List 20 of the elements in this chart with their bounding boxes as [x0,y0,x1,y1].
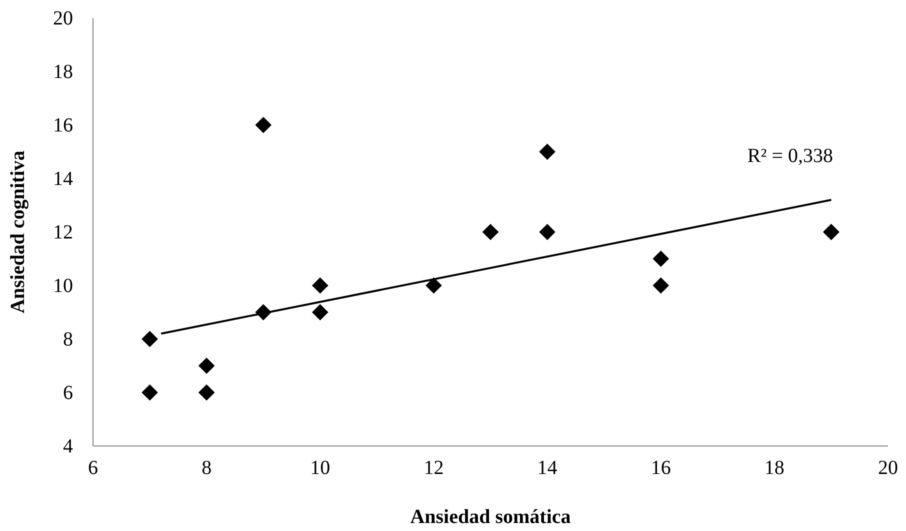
x-tick-label: 14 [537,457,558,480]
x-tick-label: 10 [310,457,330,480]
x-axis-title: Ansiedad somática [410,506,571,528]
x-tick-label: 8 [202,457,212,480]
y-tick-label: 20 [53,7,73,30]
y-tick-label: 14 [53,168,73,190]
x-tick-label: 6 [88,457,98,480]
y-axis-title: Ansiedad cognitiva [7,150,29,314]
y-tick-label: 10 [53,274,73,297]
y-tick-label: 16 [53,114,73,136]
y-tick-label: 18 [53,60,73,83]
x-tick-label: 12 [424,457,444,480]
annotation: R² = 0,338 [747,145,833,167]
y-tick-label: 4 [63,435,73,458]
y-tick-label: 12 [53,221,73,244]
x-tick-label: 16 [650,457,671,480]
y-tick-label: 8 [63,328,73,350]
x-tick-label: 18 [764,457,784,480]
x-tick-label: 20 [878,457,898,480]
y-tick-label: 6 [63,382,73,404]
